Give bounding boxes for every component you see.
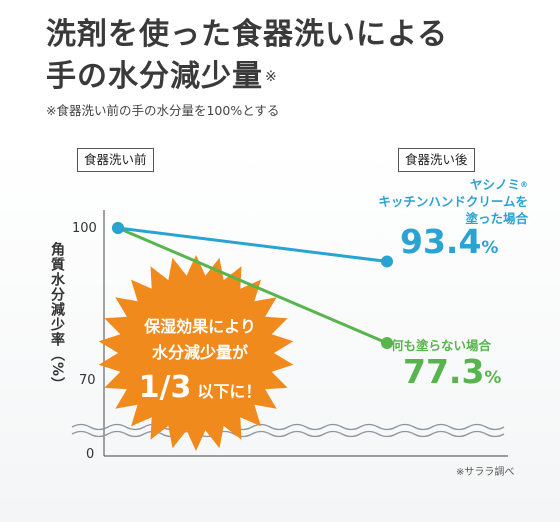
category-label-after: 食器洗い後 [398,148,475,172]
y-tick-100: 100 [72,221,97,236]
chart-title: 洗剤を使った食器洗いによる 手の水分減少量 ※ [46,14,448,98]
series-line-1 [117,226,388,345]
value-label-no-cream: 77.3% [403,352,501,398]
title-note-mark: ※ [265,69,278,85]
registered-mark: ® [520,180,528,189]
series-layer [112,222,393,350]
y-axis-label: 角質水分減少率（%） [49,242,65,393]
y-tick-0: 0 [86,447,95,462]
source-note: ※サララ調べ [456,467,515,478]
y-tick-70: 70 [79,373,96,388]
highlight-line-2: 水分減少量が [151,343,248,362]
highlight-fraction: 1/3 [138,370,192,405]
value-cream-number: 93.4 [400,222,482,261]
series-label-hand-cream: ヤシノミ® キッチンハンドクリームを 塗った場合 [308,176,528,227]
series-0-point-0 [112,222,124,234]
value-none-unit: % [484,368,502,388]
series-label-cream-line1: ヤシノミ [469,177,520,192]
highlight-suffix: 以下に！ [197,382,262,401]
series-0-point-1 [381,255,393,268]
chart-subtitle: ※食器洗い前の手の水分量を100%とする [46,103,280,118]
series-line-0 [117,226,388,263]
series-label-cream-line3: 塗った場合 [465,211,528,226]
axis-break-wave-top [71,423,505,431]
highlight-line-3: 1/3 以下に！ [112,368,288,412]
series-label-cream-line2: キッチンハンドクリームを [378,194,528,209]
highlight-text: 保湿効果により 水分減少量が 1/3 以下に！ [112,314,288,412]
category-label-before: 食器洗い前 [77,148,154,172]
highlight-starburst [98,255,294,451]
value-cream-unit: % [481,238,499,258]
series-1-point-1 [381,337,393,350]
series-label-no-cream: 何も塗らない場合 [391,338,492,353]
axis-break-wave-bottom [71,430,505,438]
highlight-line-1: 保湿効果により [144,317,256,336]
title-line-1: 洗剤を使った食器洗いによる [46,17,449,52]
value-none-number: 77.3 [403,352,485,391]
title-line-2: 手の水分減少量 [46,59,263,94]
value-label-hand-cream: 93.4% [400,222,498,268]
